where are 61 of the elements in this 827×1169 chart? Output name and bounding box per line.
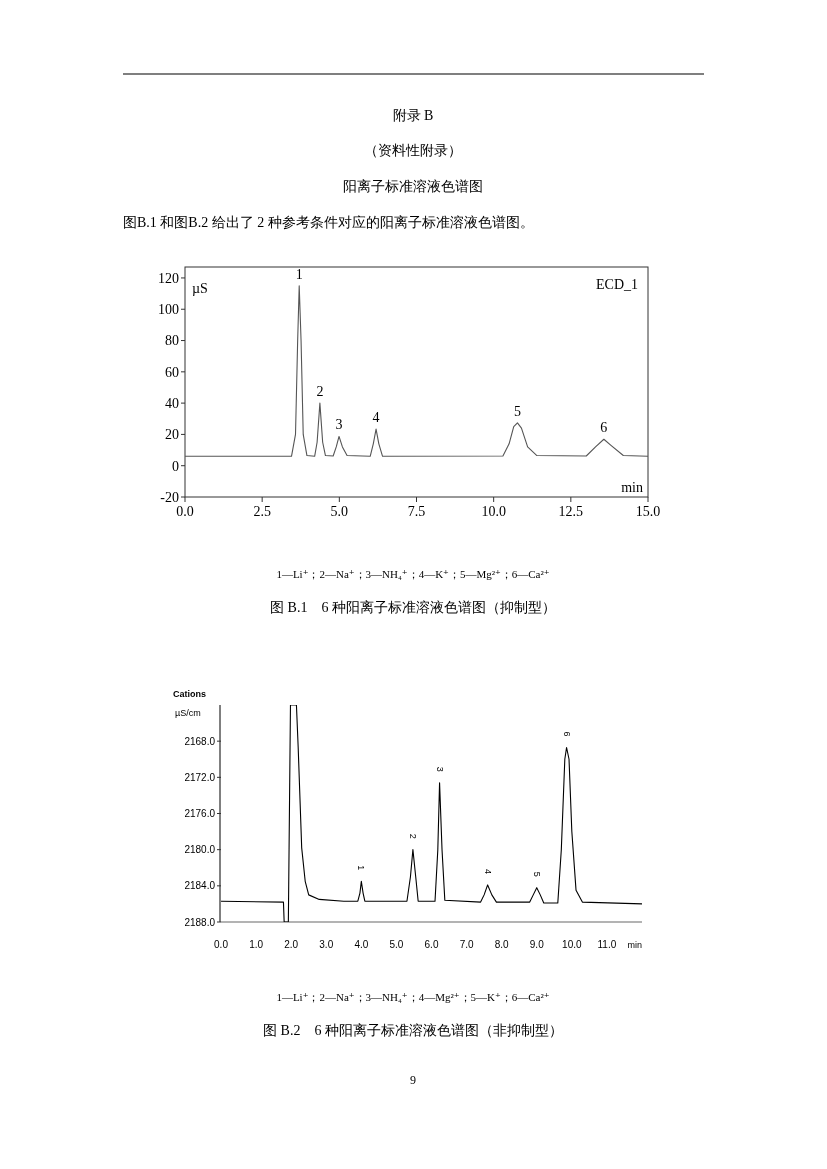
text: 9 bbox=[410, 1073, 416, 1087]
text: 图B.1 和图B.2 给出了 2 种参考条件对应的阳离子标准溶液色谱图。 bbox=[123, 215, 534, 230]
annotation: 1 bbox=[356, 865, 367, 871]
y-tick-label: 120 bbox=[158, 270, 179, 286]
x-tick-label: 10.0 bbox=[562, 939, 582, 950]
y-tick-label: 80 bbox=[165, 333, 179, 349]
annotation: 2 bbox=[407, 833, 418, 839]
text: 1—Li⁺；2—Na⁺；3—NH₄⁺；4—Mg²⁺；5—K⁺；6—Ca²⁺ bbox=[276, 991, 550, 1003]
x-tick-label: 12.5 bbox=[558, 504, 584, 519]
x-tick-label: 2.5 bbox=[253, 504, 271, 519]
x-tick-label: 15.0 bbox=[635, 504, 661, 519]
x-axis-title: min bbox=[627, 940, 642, 950]
x-tick-label: 5.0 bbox=[389, 939, 404, 950]
x-tick-label: 0.0 bbox=[176, 504, 194, 519]
x-tick-label: 11.0 bbox=[597, 939, 617, 950]
text: 图 B.1 6 种阳离子标准溶液色谱图（抑制型） bbox=[270, 600, 556, 615]
y-tick-label: 2168.0 bbox=[184, 735, 216, 747]
text: 阳离子标准溶液色谱图 bbox=[343, 179, 483, 194]
y-tick-label: 2172.0 bbox=[184, 771, 216, 783]
y-tick-label: 2184.0 bbox=[184, 880, 216, 892]
annotation: 4 bbox=[372, 410, 380, 426]
y-tick-label: 2188.0 bbox=[184, 916, 216, 928]
line-series bbox=[221, 705, 642, 922]
text: （资料性附录） bbox=[364, 143, 462, 158]
annotation: 5 bbox=[531, 871, 542, 877]
y-tick-label: 20 bbox=[165, 427, 179, 443]
annotation: 5 bbox=[513, 403, 521, 419]
y-tick-label: 2176.0 bbox=[184, 808, 216, 819]
x-tick-label: 9.0 bbox=[529, 939, 545, 950]
y-axis-title: µS bbox=[192, 281, 208, 296]
text: 附录 B bbox=[392, 108, 434, 123]
text: 图 B.2 6 种阳离子标准溶液色谱图（非抑制型） bbox=[263, 1023, 563, 1038]
x-tick-label: 10.0 bbox=[481, 504, 506, 519]
x-tick-label: 8.0 bbox=[494, 939, 510, 950]
annotation: ECD_1 bbox=[596, 277, 638, 292]
annotation: 6 bbox=[600, 420, 608, 436]
x-tick-label: 3.0 bbox=[319, 939, 334, 950]
x-axis-title: min bbox=[621, 480, 643, 495]
annotation: 3 bbox=[335, 417, 343, 433]
y-tick-label: -20 bbox=[160, 489, 179, 505]
x-tick-label: 7.5 bbox=[407, 504, 426, 519]
annotation: 6 bbox=[561, 731, 572, 737]
x-tick-label: 5.0 bbox=[330, 504, 349, 519]
x-tick-label: 1.0 bbox=[249, 939, 264, 950]
annotation: 4 bbox=[482, 868, 493, 874]
y-tick-label: 100 bbox=[158, 302, 179, 318]
x-tick-label: 2.0 bbox=[284, 939, 299, 950]
y-tick-label: 60 bbox=[165, 364, 179, 380]
x-tick-label: 4.0 bbox=[354, 939, 369, 950]
annotation: 3 bbox=[434, 766, 445, 772]
x-tick-label: 7.0 bbox=[459, 939, 474, 950]
y-tick-label: 2180.0 bbox=[184, 844, 216, 856]
chart-title: Cations bbox=[173, 689, 207, 699]
y-axis-title: µS/cm bbox=[175, 708, 201, 718]
x-tick-label: 6.0 bbox=[424, 939, 439, 950]
y-tick-label: 40 bbox=[165, 396, 179, 412]
y-tick-label: 0 bbox=[172, 458, 179, 474]
annotation: 2 bbox=[316, 384, 324, 400]
annotation: 1 bbox=[295, 266, 303, 282]
x-tick-label: 0.0 bbox=[214, 939, 229, 950]
text: 1—Li⁺；2—Na⁺；3—NH₄⁺；4—K⁺；5—Mg²⁺；6—Ca²⁺ bbox=[276, 568, 550, 580]
